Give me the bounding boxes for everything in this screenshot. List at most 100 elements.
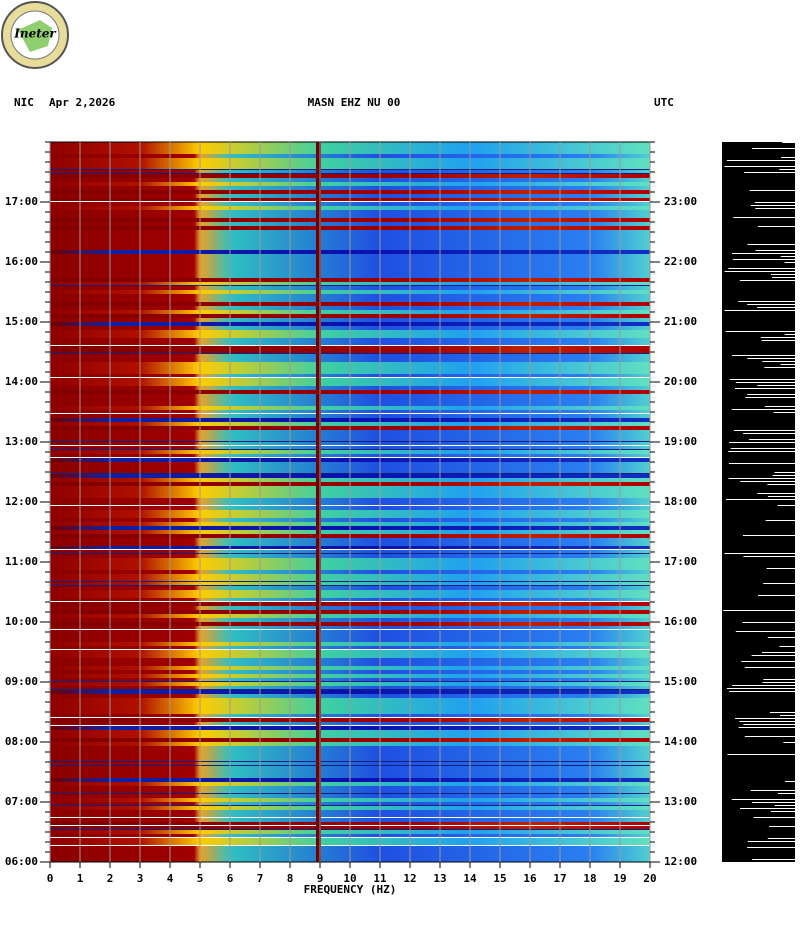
side-line	[750, 790, 795, 791]
side-line	[762, 652, 795, 653]
side-line	[751, 802, 795, 803]
y-tick-label: 14:00	[5, 375, 38, 388]
side-line	[738, 301, 795, 302]
side-line	[782, 142, 795, 143]
side-line	[774, 472, 795, 473]
side-line	[747, 841, 795, 842]
side-line	[783, 742, 795, 743]
y-tick-label: 11:00	[5, 555, 38, 568]
y-tick-label: 07:00	[5, 795, 38, 808]
side-line	[757, 307, 795, 308]
y2-tick-label: 20:00	[664, 375, 697, 388]
x-tick-label: 20	[643, 872, 656, 885]
side-panel	[722, 142, 795, 862]
y2-tick-label: 19:00	[664, 435, 697, 448]
x-tick-label: 13	[433, 872, 446, 885]
side-line	[728, 268, 795, 269]
side-line	[777, 793, 795, 794]
y2-tick-label: 23:00	[664, 195, 697, 208]
side-line	[763, 679, 795, 680]
side-line	[777, 505, 795, 506]
side-line	[757, 493, 795, 494]
side-line	[724, 310, 795, 311]
side-line	[769, 826, 795, 827]
side-line	[760, 337, 795, 338]
side-line	[744, 736, 795, 737]
side-line	[728, 478, 795, 479]
side-line	[745, 397, 795, 398]
side-line	[758, 595, 795, 596]
side-line	[729, 691, 795, 692]
side-line	[735, 382, 795, 383]
side-line	[757, 226, 795, 227]
side-line	[765, 520, 795, 521]
y2-tick-label: 22:00	[664, 255, 697, 268]
side-line	[742, 535, 795, 536]
side-line	[726, 499, 795, 500]
side-line	[767, 838, 795, 839]
y-tick-label: 12:00	[5, 495, 38, 508]
side-line	[747, 394, 795, 395]
side-line	[773, 412, 795, 413]
side-line	[770, 811, 795, 812]
y2-tick-label: 15:00	[664, 675, 697, 688]
x-tick-label: 3	[137, 872, 144, 885]
side-line	[725, 331, 795, 332]
side-line	[742, 622, 795, 623]
side-line	[723, 610, 795, 611]
side-line	[757, 385, 795, 386]
side-line	[741, 661, 795, 662]
y2-tick-label: 16:00	[664, 615, 697, 628]
side-line	[755, 208, 795, 209]
side-line	[728, 442, 795, 443]
y-tick-label: 16:00	[5, 255, 38, 268]
side-line	[780, 364, 795, 365]
side-line	[761, 340, 795, 341]
side-line	[735, 631, 795, 632]
side-line	[726, 688, 795, 689]
side-line	[739, 721, 795, 722]
logo: Ineter	[1, 1, 69, 69]
side-line	[780, 715, 795, 716]
x-tick-label: 18	[583, 872, 596, 885]
side-line	[762, 682, 795, 683]
side-line	[735, 388, 795, 389]
x-tick-label: 16	[523, 872, 537, 885]
logo-text: Ineter	[13, 27, 57, 41]
side-line	[740, 808, 795, 809]
side-line	[780, 256, 795, 257]
x-tick-label: 8	[287, 872, 294, 885]
side-line	[724, 553, 795, 554]
side-line	[743, 556, 795, 557]
side-line	[747, 304, 795, 305]
side-line	[755, 250, 795, 251]
side-line	[732, 253, 795, 254]
side-line	[747, 244, 795, 245]
x-tick-label: 7	[257, 872, 264, 885]
x-tick-label: 12	[403, 872, 416, 885]
side-line	[767, 496, 795, 497]
side-line	[750, 205, 795, 206]
side-line	[767, 484, 795, 485]
side-line	[724, 271, 795, 272]
y2-tick-label: 21:00	[664, 315, 697, 328]
x-tick-label: 4	[167, 872, 174, 885]
x-tick-label: 2	[107, 872, 114, 885]
side-line	[733, 217, 795, 218]
side-line	[781, 157, 795, 158]
side-line	[784, 334, 795, 335]
side-line	[728, 463, 795, 464]
y2-tick-label: 17:00	[664, 555, 697, 568]
side-line	[766, 568, 795, 569]
side-line	[739, 280, 795, 281]
side-line	[763, 583, 795, 584]
side-line	[753, 817, 795, 818]
side-line	[752, 859, 795, 860]
side-line	[732, 355, 795, 356]
side-line	[770, 274, 795, 275]
side-line	[738, 727, 795, 728]
side-line	[724, 166, 795, 167]
y-tick-label: 09:00	[5, 675, 38, 688]
side-line	[772, 277, 795, 278]
